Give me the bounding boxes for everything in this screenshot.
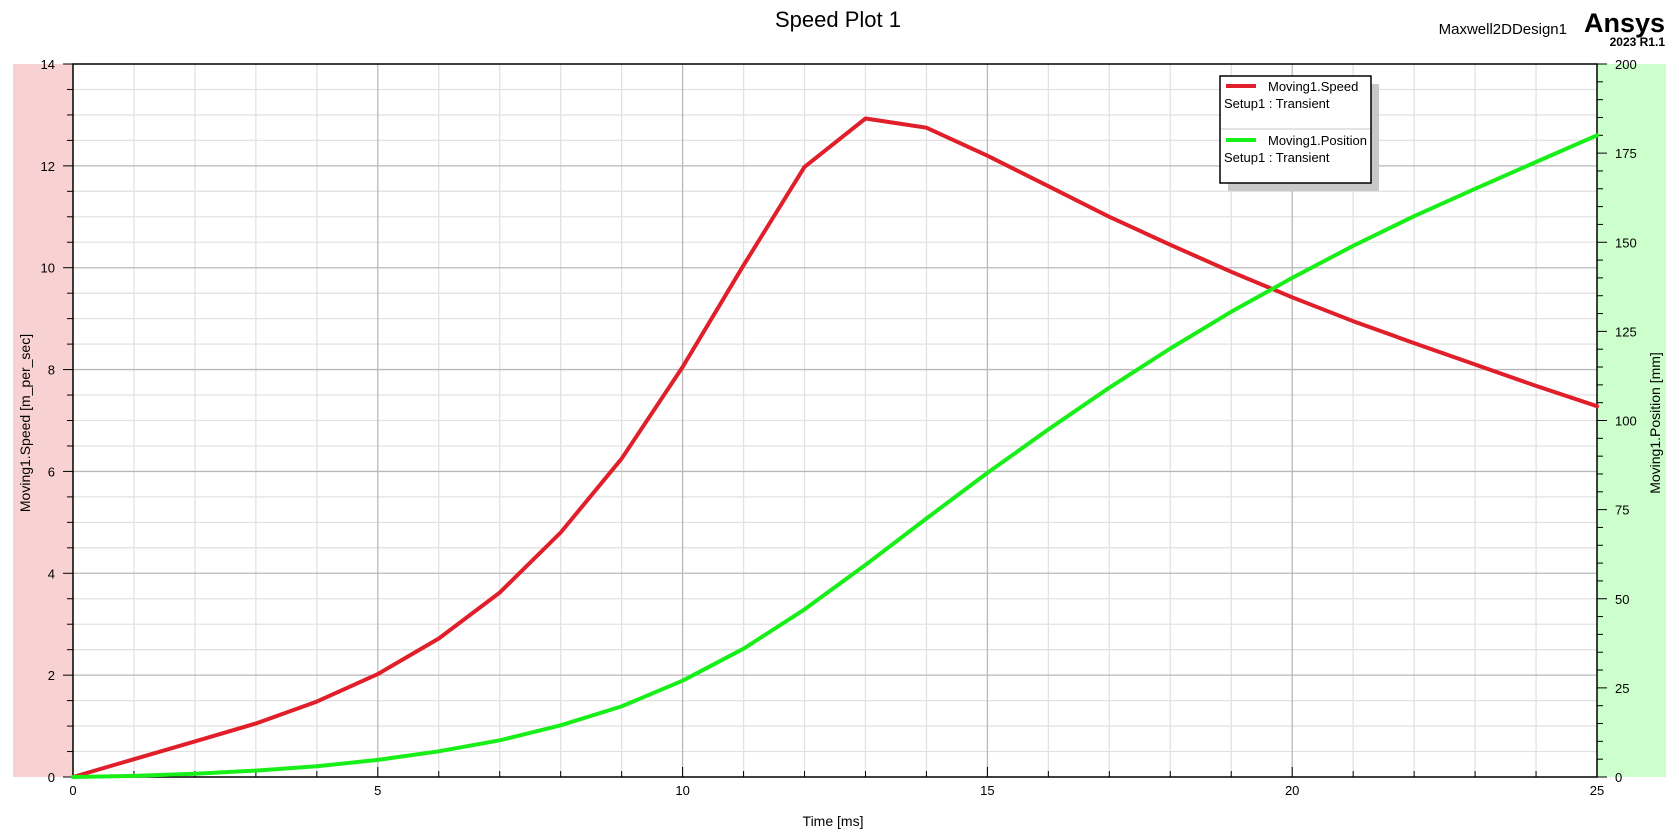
legend-label-speed: Moving1.Speed — [1268, 79, 1358, 94]
x-tick-label: 15 — [980, 783, 994, 798]
x-tick-label: 10 — [675, 783, 689, 798]
y2-tick-label: 50 — [1615, 592, 1629, 607]
y2-tick-label: 150 — [1615, 235, 1637, 250]
y-tick-label: 10 — [41, 261, 55, 276]
y2-tick-label: 25 — [1615, 681, 1629, 696]
y-tick-label: 2 — [48, 668, 55, 683]
x-tick-label: 5 — [374, 783, 381, 798]
legend[interactable]: Moving1.Speed Setup1 : Transient Moving1… — [1219, 75, 1379, 191]
y-tick-label: 4 — [48, 566, 55, 581]
x-tick-label: 25 — [1590, 783, 1604, 798]
y-axis-label: Moving1.Speed [m_per_sec] — [17, 334, 33, 512]
x-tick-label: 20 — [1285, 783, 1299, 798]
right-axis-band — [1597, 64, 1666, 777]
legend-label-position: Moving1.Position — [1268, 133, 1367, 148]
x-tick-label: 0 — [69, 783, 76, 798]
y2-tick-label: 75 — [1615, 503, 1629, 518]
legend-sub-position: Setup1 : Transient — [1224, 150, 1330, 165]
design-name: Maxwell2DDesign1 — [1439, 21, 1567, 38]
y-tick-label: 0 — [48, 770, 55, 785]
y2-tick-label: 100 — [1615, 414, 1637, 429]
y2-tick-label: 200 — [1615, 57, 1637, 72]
left-axis-band — [13, 64, 73, 777]
plot-frame — [72, 63, 1598, 778]
y-tick-label: 12 — [41, 159, 55, 174]
version-label: 2023 R1.1 — [1610, 35, 1666, 49]
brand-logo: Ansys — [1584, 8, 1665, 38]
chart-title: Speed Plot 1 — [775, 7, 901, 32]
series-line-position — [71, 133, 1599, 779]
legend-sub-speed: Setup1 : Transient — [1224, 96, 1330, 111]
series-line-speed — [71, 116, 1599, 779]
y2-tick-label: 175 — [1615, 146, 1637, 161]
x-axis-label: Time [ms] — [803, 813, 864, 829]
y-tick-label: 8 — [48, 363, 55, 378]
tick-labels: 0 5 10 15 20 25 0 2 4 6 8 10 12 14 0 25 50 75 100 125 150 175… — [41, 57, 1637, 798]
y-tick-label: 6 — [48, 464, 55, 479]
axis-ticks — [63, 63, 1607, 778]
y-tick-label: 14 — [41, 57, 55, 72]
y2-tick-label: 0 — [1615, 770, 1622, 785]
series-layer — [71, 116, 1599, 779]
y2-tick-label: 125 — [1615, 324, 1637, 339]
y2-axis-label: Moving1.Position [mm] — [1647, 352, 1663, 494]
